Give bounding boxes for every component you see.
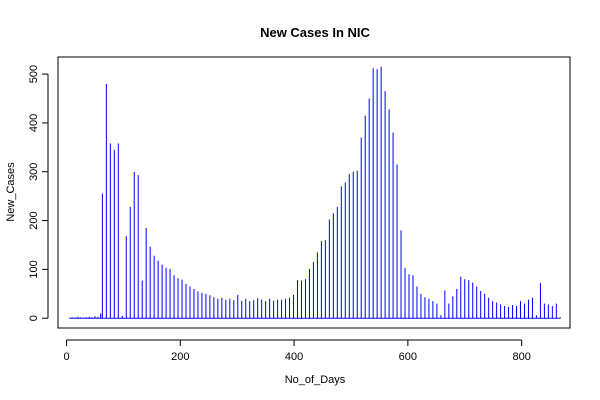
y-tick-label: 0 [28,315,40,321]
x-tick-label: 200 [171,351,189,363]
y-axis-label: New_Cases [5,162,17,222]
y-tick-label: 400 [28,114,40,132]
x-tick-label: 600 [399,351,417,363]
x-axis: 0 200 400 600 800 [63,339,531,363]
y-axis: 0 100 200 300 400 500 [28,65,49,321]
y-tick-label: 100 [28,260,40,278]
y-tick-label: 300 [28,163,40,181]
y-tick-label: 500 [28,65,40,83]
x-tick-label: 400 [285,351,303,363]
x-tick-label: 800 [512,351,530,363]
x-axis-label: No_of_Days [285,374,346,386]
y-tick-label: 200 [28,211,40,229]
chart-title: New Cases In NIC [260,25,370,40]
plot-frame [57,56,571,329]
bars-group [68,66,561,319]
x-tick-label: 0 [63,351,69,363]
